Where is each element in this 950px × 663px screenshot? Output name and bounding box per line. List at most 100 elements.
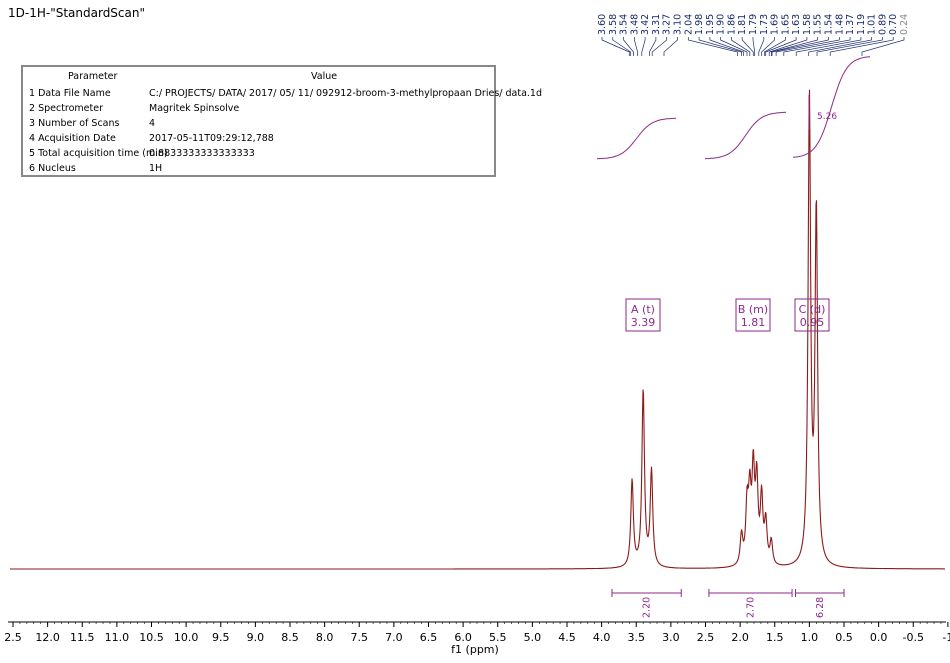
x-tick-label: 11.5	[70, 631, 95, 644]
peak-connector	[741, 37, 754, 56]
x-tick-label: 11.0	[105, 631, 130, 644]
x-tick-label: 5.5	[489, 631, 507, 644]
param-name: 2 Spectrometer	[29, 103, 104, 114]
peak-connector	[663, 37, 678, 56]
param-name: 1 Data File Name	[29, 88, 111, 99]
peak-label: 1.19	[856, 14, 867, 35]
peak-label: 3.54	[619, 14, 630, 35]
table-row: 6 Nucleus 1H	[29, 161, 162, 176]
peak-connector	[612, 37, 632, 56]
x-tick-label: 7.5	[351, 631, 369, 644]
peak-label: 3.48	[629, 14, 640, 35]
page-title: 1D-1H-"StandardScan"	[8, 6, 145, 20]
multiplet-label: B (m)	[738, 303, 768, 316]
param-value: C:/ PROJECTS/ DATA/ 2017/ 05/ 11/ 092912…	[149, 88, 542, 99]
peak-connector	[829, 37, 894, 56]
peak-label: 1.69	[770, 14, 781, 35]
x-tick-label: 6.5	[420, 631, 438, 644]
peak-label: 1.81	[737, 14, 748, 35]
peak-connector	[651, 37, 668, 56]
peak-label: 0.70	[888, 14, 899, 35]
peak-label: 3.60	[597, 14, 608, 35]
peak-connector	[808, 37, 872, 56]
peak-connector	[770, 37, 819, 56]
peak-connector	[752, 37, 756, 56]
peak-connector	[764, 37, 786, 56]
peak-connector	[709, 37, 744, 56]
parameters-table: Parameter Value 1 Data File Name C:/ PRO…	[21, 65, 542, 177]
x-tick-label: 4.0	[593, 631, 611, 644]
x-axis-label: f1 (ppm)	[451, 643, 499, 656]
peak-label: 1.55	[813, 14, 824, 35]
integral-curve-label: 5.26	[817, 112, 837, 122]
multiplet-shift: 0.95	[800, 316, 825, 329]
peak-label: 1.86	[726, 14, 737, 35]
multiplet-box	[625, 298, 661, 332]
table-row: 4 Acquisition Date 2017-05-11T09:29:12,7…	[29, 131, 274, 146]
x-tick-label: 1.0	[801, 631, 819, 644]
peak-connector	[771, 37, 829, 56]
integral-curve-a	[596, 117, 677, 160]
peak-connector	[687, 37, 738, 56]
integral-curve-c	[792, 56, 871, 158]
peak-label: 2.04	[683, 14, 694, 35]
x-tick-label: 10.0	[174, 631, 199, 644]
x-tick-label: 5.0	[524, 631, 542, 644]
peak-label: 1.90	[716, 14, 727, 35]
x-tick-label: 8.0	[316, 631, 334, 644]
multiplet-shift: 3.39	[631, 316, 656, 329]
peak-label: 1.58	[802, 14, 813, 35]
peak-label: 1.54	[824, 14, 835, 35]
x-tick-label: 1.5	[766, 631, 784, 644]
param-value: 4	[149, 118, 156, 129]
peak-label: 3.10	[673, 14, 684, 35]
x-tick-label: 2.5	[4, 631, 22, 644]
peak-label: 1.79	[748, 14, 759, 35]
param-value: Magritek Spinsolve	[149, 103, 240, 114]
param-value: 2017-05-11T09:29:12,788	[149, 133, 274, 144]
peak-connector	[758, 37, 765, 56]
param-name: 5 Total acquisition time (min)	[29, 148, 168, 159]
x-tick-label: -1	[942, 631, 950, 644]
peak-connector	[649, 37, 657, 56]
peak-connector	[816, 37, 883, 56]
param-name: 3 Number of Scans	[29, 118, 120, 129]
x-tick-label: 10.5	[139, 631, 164, 644]
peak-label: 3.42	[640, 14, 651, 35]
peak-connector	[634, 37, 638, 56]
peak-connector	[861, 37, 905, 56]
table-row: 5 Total acquisition time (min) 0.8833333…	[29, 146, 255, 161]
peak-label: 1.37	[845, 14, 856, 35]
peak-label: 3.27	[662, 14, 673, 35]
multiplet-label: C (d)	[799, 303, 826, 316]
peak-label: 3.58	[608, 14, 619, 35]
x-tick-label: 3.0	[662, 631, 680, 644]
x-tick-label: 12.0	[35, 631, 60, 644]
peak-connector	[601, 37, 630, 56]
multiplet-box	[735, 298, 771, 332]
peak-connector	[765, 37, 797, 56]
x-tick-label: 2.5	[697, 631, 715, 644]
x-tick-label: 2.0	[731, 631, 749, 644]
peak-connector	[623, 37, 634, 56]
peak-label: 1.48	[834, 14, 845, 35]
peak-connector	[795, 37, 862, 56]
x-tick-label: 4.5	[558, 631, 576, 644]
integral-value: 2.70	[746, 597, 757, 618]
peak-connector	[731, 37, 751, 56]
integral-curve-b	[704, 111, 787, 160]
multiplet-shift: 1.81	[741, 316, 766, 329]
table-header-parameter: Parameter	[68, 71, 118, 82]
peak-connector	[783, 37, 851, 56]
x-tick-label: 3.5	[628, 631, 646, 644]
x-tick-label: 9.5	[212, 631, 230, 644]
peak-label: 1.95	[705, 14, 716, 35]
table-row: 3 Number of Scans 4	[29, 116, 155, 131]
x-tick-label: 0.5	[835, 631, 853, 644]
param-value: 0.8833333333333333	[149, 148, 255, 159]
table-row: 2 Spectrometer Magritek Spinsolve	[29, 101, 239, 116]
multiplet-label: A (t)	[631, 303, 655, 316]
peak-connector	[641, 37, 646, 56]
x-tick-label: 7.0	[385, 631, 403, 644]
